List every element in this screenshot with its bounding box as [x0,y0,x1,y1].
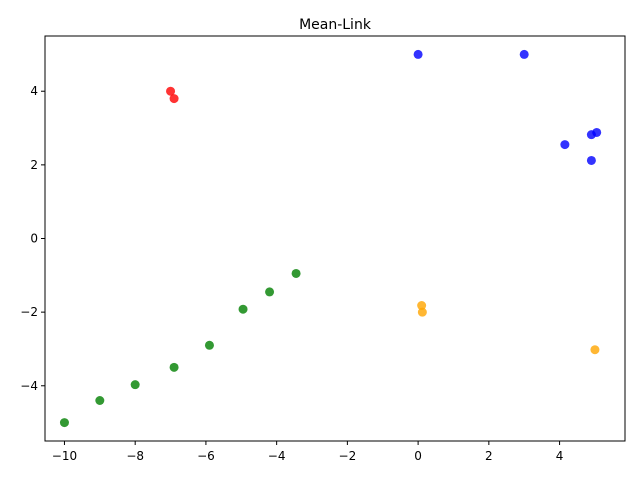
x-tick-label: −6 [197,449,215,463]
data-point [417,301,427,311]
points-layer [59,49,602,428]
data-point [59,418,69,428]
x-tick-label: 2 [485,449,493,463]
plot-frame [44,35,626,442]
x-tick-label: 0 [414,449,422,463]
y-tick-label: 4 [30,84,38,98]
data-point [238,304,248,314]
data-point [291,268,301,278]
y-tick-label: 2 [30,158,38,172]
data-point [560,140,570,150]
data-point [590,345,600,355]
data-point [204,340,214,350]
data-point [413,49,423,59]
data-point [166,86,176,96]
data-point [169,362,179,372]
y-tick-label: −4 [20,379,38,393]
data-point [519,49,529,59]
x-tick-label: 4 [556,449,564,463]
data-point [169,94,179,104]
x-tick-label: −8 [126,449,144,463]
data-point [417,307,427,317]
y-axis: −4 −2 0 2 4 [20,84,45,393]
x-tick-label: −10 [52,449,77,463]
y-tick-label: 0 [30,232,38,246]
x-tick-label: −2 [339,449,357,463]
chart-title: Mean-Link [299,17,372,33]
data-point [265,287,275,297]
x-axis: −10 −8 −6 −4 −2 0 2 4 [52,441,564,463]
data-point [130,380,140,390]
data-point [592,127,602,137]
data-point [95,396,105,405]
data-point [586,155,596,165]
x-tick-label: −4 [268,449,286,463]
y-tick-label: −2 [20,305,38,319]
